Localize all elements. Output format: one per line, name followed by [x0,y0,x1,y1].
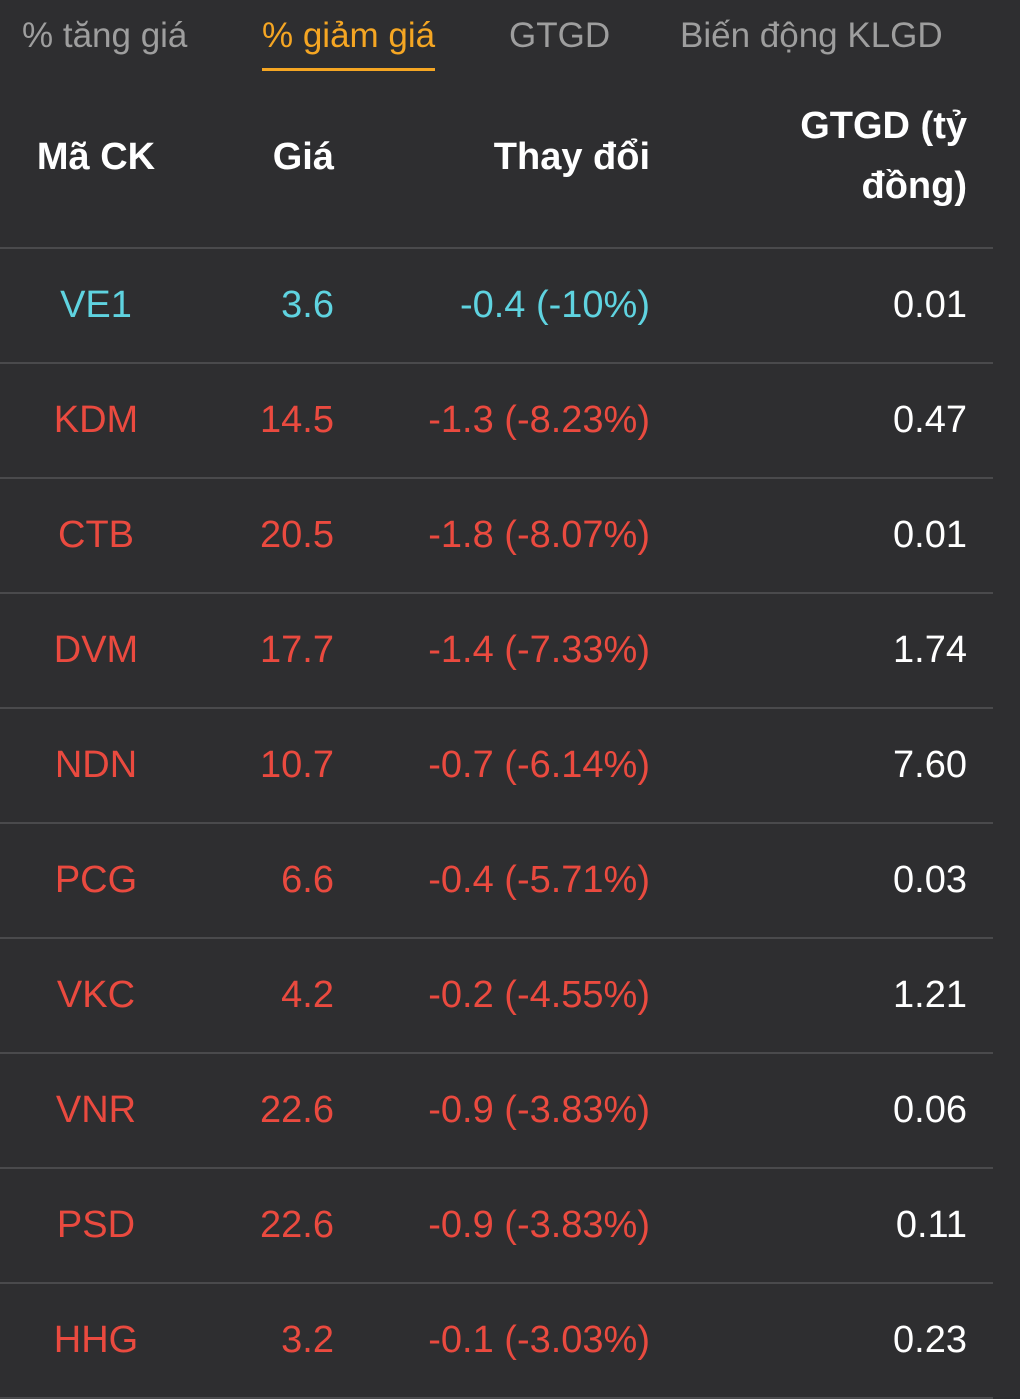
stock-trading-value: 0.11 [895,1204,967,1246]
stock-change: -1.3 (-8.23%) [428,399,650,441]
stock-trading-value: 0.06 [893,1089,967,1131]
stock-code[interactable]: VE1 [60,284,132,326]
stock-price: 22.6 [260,1089,334,1131]
stock-trading-value: 0.03 [893,859,967,901]
stock-trading-value: 0.47 [893,399,967,441]
tab-trading-value[interactable]: GTGD [509,16,611,55]
header-value[interactable]: GTGD (tỷ đồng) [800,105,967,207]
stock-change: -0.1 (-3.03%) [428,1319,650,1361]
stock-trading-value: 7.60 [893,744,967,786]
stock-trading-value: 1.21 [893,974,967,1016]
stock-price: 10.7 [260,744,334,786]
stock-code[interactable]: PCG [54,859,138,901]
stock-code[interactable]: CTB [58,514,134,556]
stock-price: 17.7 [260,629,334,671]
stock-change: -1.4 (-7.33%) [428,629,650,671]
stock-change: -0.4 (-5.71%) [428,859,650,901]
table-row[interactable]: PCG 6.6 -0.4 (-5.71%) 0.03 [0,824,993,939]
table-row[interactable]: HHG 3.2 -0.1 (-3.03%) 0.23 [0,1284,993,1399]
table-row[interactable]: VKC 4.2 -0.2 (-4.55%) 1.21 [0,939,993,1054]
stock-code[interactable]: DVM [53,629,139,671]
stock-code[interactable]: KDM [53,399,139,441]
table-row[interactable]: DVM 17.7 -1.4 (-7.33%) 1.74 [0,594,993,709]
tab-volume-change[interactable]: Biến động KLGD [680,16,943,55]
stock-code[interactable]: NDN [54,744,138,786]
stock-trading-value: 0.01 [893,284,967,326]
stock-change: -0.7 (-6.14%) [428,744,650,786]
stock-price: 20.5 [260,514,334,556]
table-body: VE1 3.6 -0.4 (-10%) 0.01 KDM 14.5 -1.3 (-8.23%… [0,249,993,1399]
table-row[interactable]: KDM 14.5 -1.3 (-8.23%) 0.47 [0,364,993,479]
stock-trading-value: 1.74 [893,629,967,671]
table-row[interactable]: PSD 22.6 -0.9 (-3.83%) 0.11 [0,1169,993,1284]
stock-price: 6.6 [281,859,334,901]
stock-price: 22.6 [260,1204,334,1246]
stock-code[interactable]: HHG [53,1319,139,1361]
table-row[interactable]: VE1 3.6 -0.4 (-10%) 0.01 [0,249,993,364]
header-price[interactable]: Giá [272,136,334,178]
header-code[interactable]: Mã CK [36,136,156,178]
tab-top-losers[interactable]: % giảm giá [262,14,436,71]
stock-change: -0.9 (-3.83%) [428,1089,650,1131]
stock-change: -0.2 (-4.55%) [428,974,650,1016]
stock-trading-value: 0.01 [893,514,967,556]
stock-price: 3.2 [281,1319,334,1361]
stock-change: -0.4 (-10%) [459,284,650,326]
tab-bar: % tăng giá % giảm giá GTGD Biến động KLG… [0,0,1020,80]
stock-change: -0.9 (-3.83%) [428,1204,650,1246]
table-row[interactable]: VNR 22.6 -0.9 (-3.83%) 0.06 [0,1054,993,1169]
stock-trading-value: 0.23 [893,1319,967,1361]
stock-code[interactable]: PSD [56,1204,136,1246]
stock-price: 14.5 [260,399,334,441]
table-row[interactable]: NDN 10.7 -0.7 (-6.14%) 7.60 [0,709,993,824]
table-row[interactable]: CTB 20.5 -1.8 (-8.07%) 0.01 [0,479,993,594]
table-header: Mã CK Giá Thay đổi GTGD (tỷ đồng) [0,80,993,249]
header-change[interactable]: Thay đổi [493,136,650,178]
stock-code[interactable]: VNR [55,1089,137,1131]
stock-price: 3.6 [281,284,334,326]
stock-change: -1.8 (-8.07%) [428,514,650,556]
stock-table: Mã CK Giá Thay đổi GTGD (tỷ đồng) VE1 3.6… [0,80,993,1399]
tab-top-gainers[interactable]: % tăng giá [22,16,188,55]
stock-price: 4.2 [281,974,334,1016]
stock-code[interactable]: VKC [56,974,136,1016]
